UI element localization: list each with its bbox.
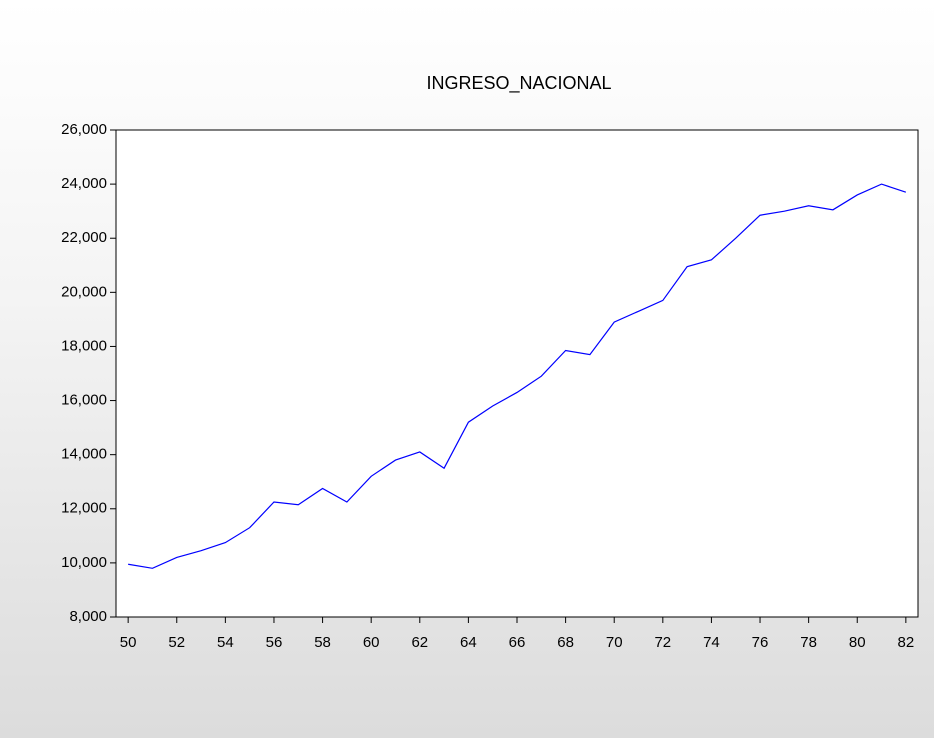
y-tick-label: 14,000: [61, 446, 107, 463]
x-tick-label: 68: [557, 634, 574, 651]
x-tick-label: 66: [509, 634, 526, 651]
x-tick-label: 70: [606, 634, 623, 651]
x-tick-label: 60: [363, 634, 380, 651]
y-tick-label: 22,000: [61, 229, 107, 246]
data-line: [128, 183, 907, 569]
chart-title: INGRESO_NACIONAL: [426, 73, 611, 94]
x-tick-label: 80: [849, 634, 866, 651]
y-tick-label: 16,000: [61, 392, 107, 409]
y-tick-label: 24,000: [61, 175, 107, 192]
y-tick-label: 10,000: [61, 554, 107, 571]
x-tick-label: 76: [752, 634, 769, 651]
x-tick-label: 50: [120, 634, 137, 651]
y-tick-label: 26,000: [61, 121, 107, 138]
y-tick-label: 12,000: [61, 500, 107, 517]
x-tick-label: 78: [800, 634, 817, 651]
x-tick-label: 82: [898, 634, 915, 651]
x-tick-label: 56: [266, 634, 283, 651]
y-tick-label: 8,000: [69, 608, 107, 625]
y-tick-label: 18,000: [61, 337, 107, 354]
x-tick-label: 72: [654, 634, 671, 651]
x-tick-label: 58: [314, 634, 331, 651]
plot-area: [115, 129, 919, 618]
x-tick-label: 52: [168, 634, 185, 651]
x-tick-label: 74: [703, 634, 720, 651]
x-tick-label: 62: [411, 634, 428, 651]
x-tick-label: 64: [460, 634, 477, 651]
y-tick-label: 20,000: [61, 283, 107, 300]
x-tick-label: 54: [217, 634, 234, 651]
